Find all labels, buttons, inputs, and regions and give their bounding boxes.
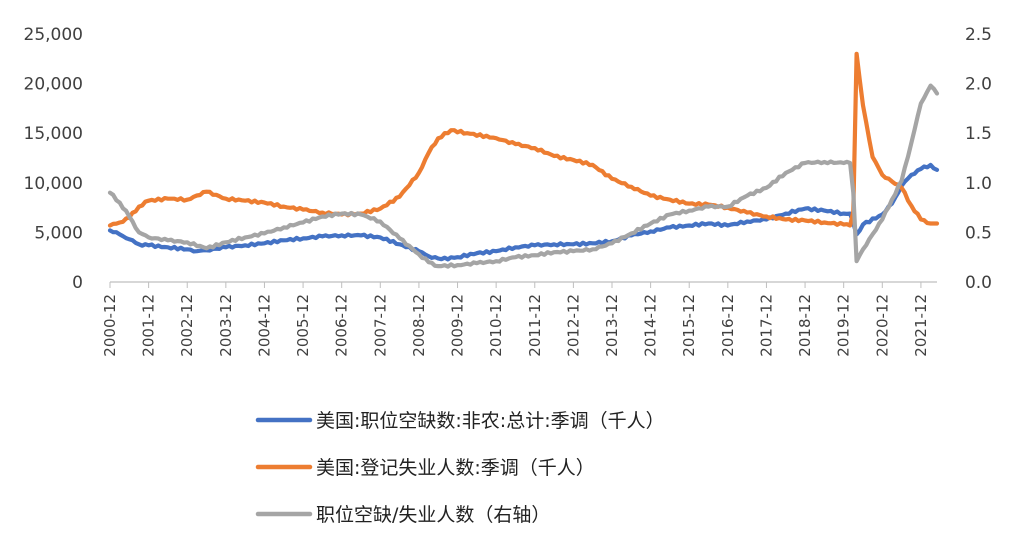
x-axis-tick-label: 2000-12 <box>101 294 119 357</box>
left-axis-tick-labels: 0 5,000 10,000 15,000 20,000 25,000 <box>24 25 83 293</box>
left-axis-tick-label: 5,000 <box>34 223 83 243</box>
x-axis-tick-label: 2007-12 <box>371 294 389 357</box>
x-axis-tick-label: 2016-12 <box>719 294 737 357</box>
left-axis-tick-label: 10,000 <box>24 174 83 194</box>
x-axis-tick-label: 2001-12 <box>140 294 158 357</box>
x-axis-tick-label: 2020-12 <box>873 294 891 357</box>
x-axis-tick-label: 2021-12 <box>912 294 930 357</box>
right-axis-tick-label: 0.5 <box>965 223 992 243</box>
left-axis-tick-label: 15,000 <box>24 124 83 144</box>
x-axis-tick-label: 2011-12 <box>526 294 544 357</box>
x-axis-tick-label: 2014-12 <box>642 294 660 357</box>
series-line-3 <box>107 83 940 269</box>
x-axis-tick-label: 2015-12 <box>680 294 698 357</box>
x-axis-tick-label: 2017-12 <box>757 294 775 357</box>
x-axis-tick-label: 2019-12 <box>835 294 853 357</box>
legend: 美国:职位空缺数:非农:总计:季调（千人） 美国:登记失业人数:季调（千人） 职位空… <box>255 410 665 526</box>
x-axis-tick-label: 2004-12 <box>255 294 273 357</box>
x-axis-tick-label: 2008-12 <box>410 294 428 357</box>
legend-label-2: 美国:登记失业人数:季调（千人） <box>316 457 595 479</box>
right-axis-tick-label: 2.0 <box>965 75 992 95</box>
left-axis-tick-label: 0 <box>72 273 83 293</box>
x-axis-ticks: 2000-12 2001-12 2002-12 2003-12 2004-12 2005-… <box>101 282 930 357</box>
x-axis-tick-label: 2012-12 <box>564 294 582 357</box>
x-axis-tick-label: 2003-12 <box>217 294 235 357</box>
right-axis-tick-labels: 0.0 0.5 1.0 1.5 2.0 2.5 <box>965 25 992 293</box>
legend-label-3: 职位空缺/失业人数（右轴） <box>316 504 550 526</box>
left-axis-tick-label: 20,000 <box>24 75 83 95</box>
x-axis-tick-label: 2009-12 <box>449 294 467 357</box>
x-axis-tick-label: 2010-12 <box>487 294 505 357</box>
x-axis-tick-label: 2006-12 <box>333 294 351 357</box>
right-axis-tick-label: 1.0 <box>965 174 992 194</box>
x-axis-tick-label: 2005-12 <box>294 294 312 357</box>
right-axis-tick-label: 0.0 <box>965 273 992 293</box>
x-axis-tick-label: 2018-12 <box>796 294 814 357</box>
left-axis-tick-label: 25,000 <box>24 25 83 45</box>
legend-label-1: 美国:职位空缺数:非农:总计:季调（千人） <box>316 410 665 432</box>
x-axis-tick-label: 2013-12 <box>603 294 621 357</box>
series-line-1 <box>107 162 940 262</box>
series-lines <box>107 51 940 269</box>
right-axis-tick-label: 2.5 <box>965 25 992 45</box>
series-line-2 <box>107 51 940 228</box>
x-axis-tick-label: 2002-12 <box>178 294 196 357</box>
right-axis-tick-label: 1.5 <box>965 124 992 144</box>
